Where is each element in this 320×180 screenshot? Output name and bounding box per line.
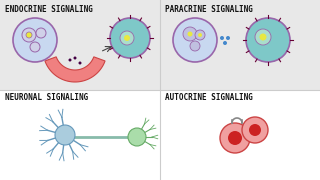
Circle shape: [173, 18, 217, 62]
FancyBboxPatch shape: [0, 90, 320, 180]
Circle shape: [249, 124, 261, 136]
Circle shape: [228, 131, 242, 145]
Circle shape: [36, 28, 46, 38]
Circle shape: [220, 36, 224, 40]
Circle shape: [198, 33, 202, 37]
Polygon shape: [45, 57, 105, 82]
Circle shape: [260, 33, 267, 40]
Circle shape: [30, 42, 40, 52]
Circle shape: [190, 41, 200, 51]
Text: AUTOCRINE SIGNALING: AUTOCRINE SIGNALING: [165, 93, 253, 102]
Text: PARACRINE SIGNALING: PARACRINE SIGNALING: [165, 5, 253, 14]
Circle shape: [68, 58, 71, 62]
Circle shape: [13, 18, 57, 62]
Text: ENDOCRINE SIGNALING: ENDOCRINE SIGNALING: [5, 5, 93, 14]
Circle shape: [22, 28, 36, 42]
Circle shape: [255, 29, 271, 45]
Circle shape: [220, 123, 250, 153]
Circle shape: [124, 35, 130, 41]
FancyBboxPatch shape: [0, 0, 320, 90]
Circle shape: [120, 31, 134, 45]
Circle shape: [26, 32, 32, 38]
Circle shape: [74, 57, 76, 60]
Circle shape: [223, 41, 227, 45]
Circle shape: [242, 117, 268, 143]
Circle shape: [110, 18, 150, 58]
Circle shape: [188, 31, 193, 37]
Circle shape: [246, 18, 290, 62]
Circle shape: [128, 128, 146, 146]
Text: NEURONAL SIGNALING: NEURONAL SIGNALING: [5, 93, 88, 102]
Circle shape: [195, 30, 205, 40]
Circle shape: [78, 62, 82, 64]
Circle shape: [183, 27, 197, 41]
Circle shape: [55, 125, 75, 145]
Circle shape: [226, 36, 230, 40]
